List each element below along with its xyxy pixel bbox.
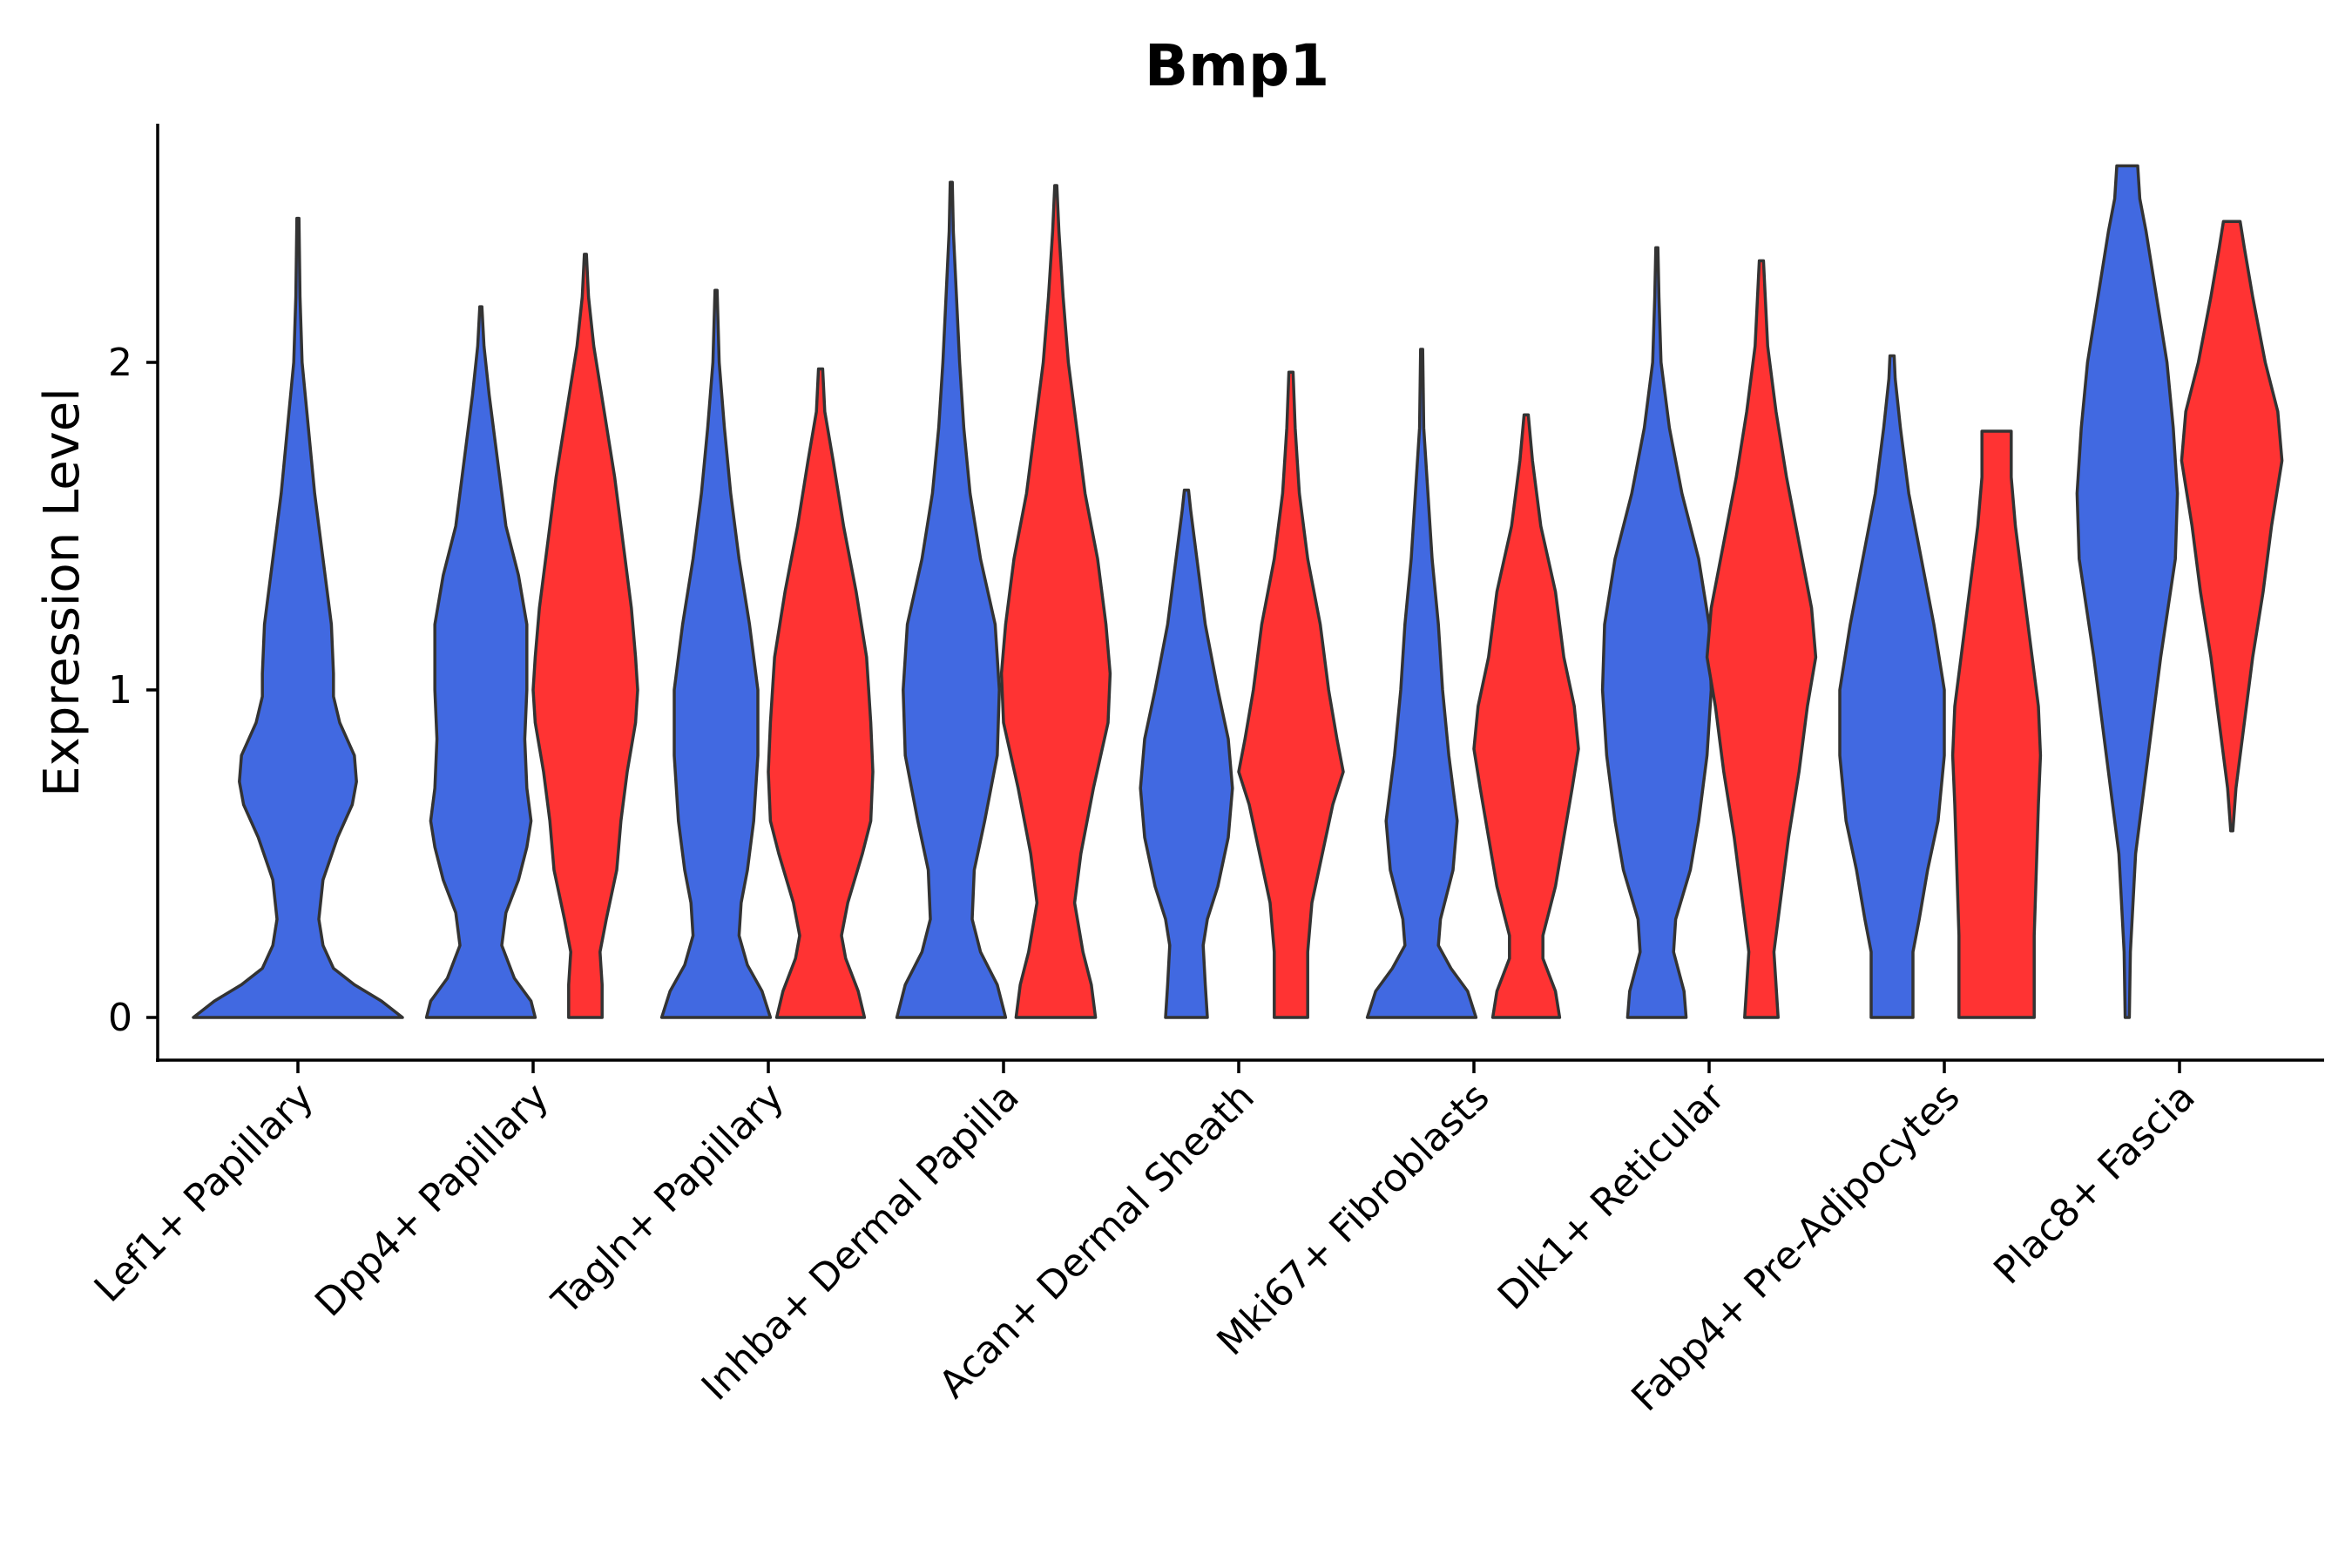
violin-9-group-2	[2180, 220, 2284, 833]
violin-2-group-1	[424, 305, 537, 1019]
violin-1-group-1	[192, 216, 404, 1019]
violin-3-group-2	[767, 367, 875, 1019]
y-axis-label: Expression Level	[34, 388, 91, 797]
x-tick-label: Plac8+ Fascia	[1985, 1075, 2204, 1294]
violin-7-group-2	[1705, 259, 1818, 1019]
violin-7-group-1	[1600, 246, 1713, 1019]
violin-9-group-1	[2075, 164, 2180, 1019]
x-tick-label: Mki67+ Fibroblasts	[1208, 1075, 1497, 1364]
violin-3-group-1	[659, 288, 773, 1019]
violin-5-group-2	[1237, 370, 1345, 1019]
violin-6-group-2	[1472, 413, 1580, 1019]
y-ticks: 0 1 2	[108, 341, 158, 1040]
violin-8-group-2	[1950, 429, 2043, 1019]
y-tick-label: 2	[108, 341, 132, 385]
y-tick-label: 0	[108, 996, 132, 1040]
violin-2-group-2	[531, 253, 639, 1019]
x-tick-label: Dlk1+ Reticular	[1490, 1074, 1734, 1319]
x-tick-label: Lef1+ Papillary	[86, 1075, 322, 1311]
x-tick-label: Tagln+ Papillary	[544, 1075, 793, 1324]
violin-4-group-1	[895, 180, 1008, 1019]
violin-layer	[192, 164, 2284, 1019]
violin-4-group-2	[999, 184, 1112, 1019]
y-tick-label: 1	[108, 668, 132, 713]
x-tick-label: Dpp4+ Papillary	[307, 1075, 558, 1326]
chart-title: Bmp1	[1145, 32, 1329, 99]
violin-6-group-1	[1365, 348, 1478, 1019]
violin-8-group-1	[1838, 354, 1946, 1019]
violin-5-group-1	[1139, 488, 1234, 1019]
